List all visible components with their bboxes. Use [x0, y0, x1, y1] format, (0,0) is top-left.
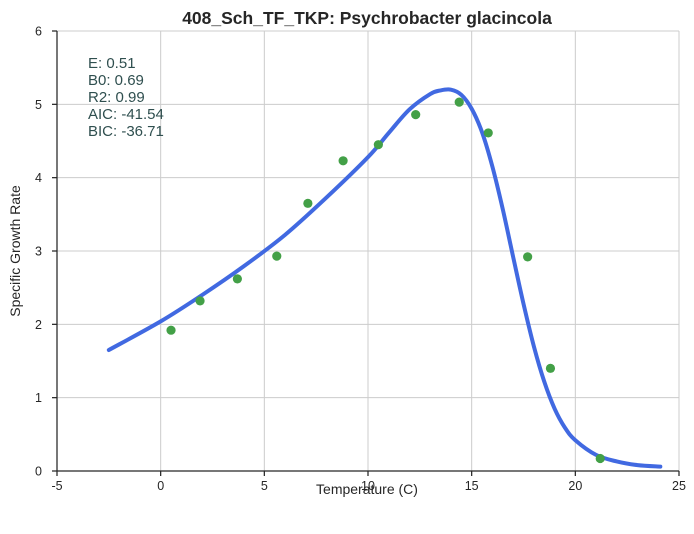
y-tick-label: 4 — [35, 171, 42, 185]
x-tick-label: 15 — [465, 479, 479, 493]
x-tick-label: 25 — [672, 479, 686, 493]
y-tick-label: 0 — [35, 465, 42, 479]
stat-bic: BIC: -36.71 — [88, 123, 164, 140]
y-tick-label: 1 — [35, 391, 42, 405]
data-point — [523, 252, 533, 262]
x-tick-label: 0 — [157, 479, 164, 493]
y-axis-label: Specific Growth Rate — [7, 185, 23, 317]
data-point — [338, 156, 348, 166]
x-tick-label: 10 — [361, 479, 375, 493]
data-point — [411, 110, 421, 120]
ticks: -5 0 5 10 15 20 25 0 1 2 3 4 5 6 — [35, 25, 686, 494]
data-point — [454, 97, 464, 107]
data-point — [483, 128, 493, 138]
stat-aic: AIC: -41.54 — [88, 106, 164, 123]
fit-curve-layer — [106, 87, 663, 469]
data-point — [195, 296, 205, 306]
y-tick-label: 6 — [35, 25, 42, 39]
data-point — [303, 198, 313, 208]
stat-r2: R2: 0.99 — [88, 89, 145, 106]
stat-b0: B0: 0.69 — [88, 72, 144, 89]
y-tick-label: 2 — [35, 318, 42, 332]
data-point — [272, 251, 282, 261]
stat-e: E: 0.51 — [88, 55, 136, 72]
y-tick-label: 3 — [35, 245, 42, 259]
chart-title: 408_Sch_TF_TKP: Psychrobacter glacincola — [182, 8, 552, 28]
data-point — [373, 140, 383, 150]
x-tick-label: 20 — [568, 479, 582, 493]
x-axis-label: Temperature (C) — [316, 481, 418, 497]
data-point — [166, 325, 176, 335]
fit-statistics: E: 0.51 B0: 0.69 R2: 0.99 AIC: -41.54 BI… — [88, 55, 164, 140]
data-point — [595, 453, 605, 464]
x-tick-label: 5 — [261, 479, 268, 493]
y-tick-label: 5 — [35, 98, 42, 112]
data-points-layer — [166, 97, 605, 464]
x-tick-label: -5 — [51, 479, 62, 493]
fit-curve — [106, 87, 663, 469]
data-point — [545, 363, 556, 373]
data-point — [232, 274, 242, 284]
